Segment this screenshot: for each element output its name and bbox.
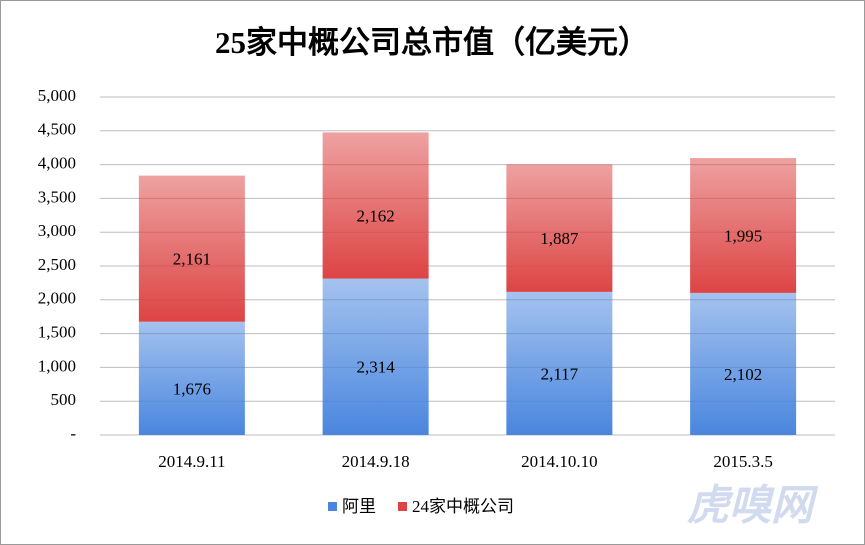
y-tick-label: 1,500	[38, 323, 76, 342]
bar-segment	[322, 278, 429, 435]
y-tick-label: 2,500	[38, 255, 76, 274]
y-tick-label: 1,000	[38, 356, 76, 375]
x-tick-label: 2014.10.10	[521, 452, 598, 471]
y-tick-label: 5,000	[38, 86, 76, 105]
y-tick-label: 500	[51, 390, 77, 409]
x-tick-label: 2015.3.5	[713, 452, 773, 471]
y-tick-label: -	[70, 424, 76, 443]
watermark: 虎嗅网	[687, 483, 819, 530]
value-label: 2,102	[724, 365, 762, 384]
value-label: 2,314	[357, 358, 396, 377]
bar-segment	[506, 164, 613, 292]
legend-swatch	[398, 502, 407, 511]
bar-segment	[690, 292, 797, 435]
value-label: 1,995	[724, 226, 762, 245]
legend-label: 24家中概公司	[412, 497, 514, 516]
x-tick-label: 2014.9.11	[158, 452, 225, 471]
legend-label: 阿里	[342, 497, 376, 516]
chart-title: 25家中概公司总市值（亿美元）	[215, 25, 649, 60]
y-tick-label: 4,000	[38, 154, 76, 173]
y-tick-label: 3,500	[38, 187, 76, 206]
value-label: 2,162	[357, 206, 395, 225]
bar-segment	[138, 321, 245, 435]
y-tick-label: 4,500	[38, 120, 76, 139]
y-tick-label: 2,000	[38, 289, 76, 308]
value-label: 1,887	[540, 229, 579, 248]
x-tick-label: 2014.9.18	[342, 452, 410, 471]
bar-segment	[138, 175, 245, 322]
bar-segment	[506, 291, 613, 435]
value-label: 2,161	[173, 250, 211, 269]
y-tick-label: 3,000	[38, 221, 76, 240]
legend-swatch	[328, 502, 337, 511]
value-label: 1,676	[173, 379, 211, 398]
bar-segment	[322, 132, 429, 279]
bar-segment	[690, 158, 797, 293]
value-label: 2,117	[541, 364, 579, 383]
